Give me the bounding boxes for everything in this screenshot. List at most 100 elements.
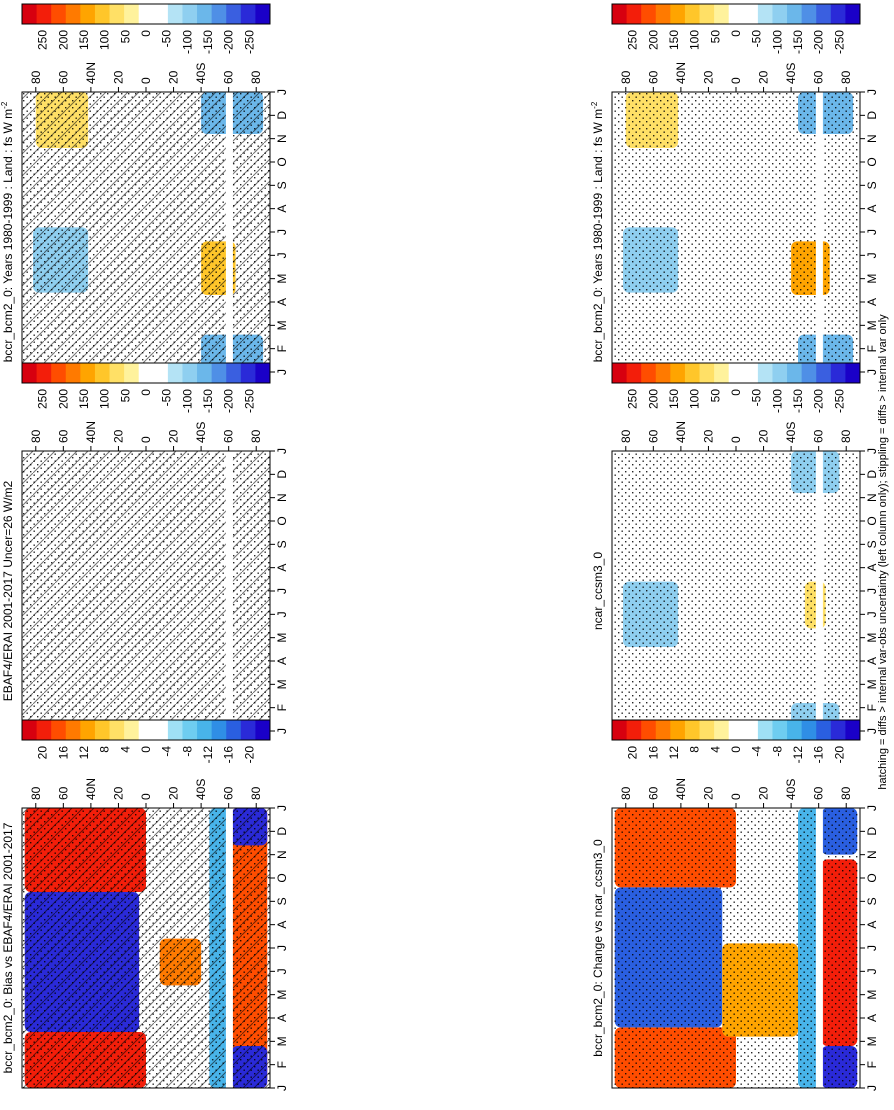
missing-band [815,92,823,372]
month-label: M [865,990,879,1000]
month-label: J [275,588,289,594]
colorbar-swatch [670,363,686,383]
colorbar-swatch [626,4,642,24]
lat-label: 80 [29,429,43,443]
colorbar-tick-label: 0 [729,30,743,37]
month-label: M [275,274,289,284]
colorbar-frame [21,719,271,741]
colorbar-swatch [714,4,730,24]
month-label: M [275,679,289,689]
lat-label: 20 [111,786,125,800]
colorbar-tick-label: -250 [242,30,256,54]
lat-label: 40S [194,63,208,84]
colorbar-tick-label: -150 [791,389,805,413]
colorbar-tick-label: -16 [812,746,826,764]
colorbar-swatch [845,720,861,740]
month-label: D [865,827,879,836]
month-label: S [275,181,289,189]
colorbar-swatch [94,4,111,24]
colorbar-swatch [728,720,744,740]
lat-label: 40N [674,778,688,800]
month-label: F [865,704,879,711]
colorbar-tick-label: 4 [118,746,132,753]
colorbar-tick-label: -200 [222,389,236,413]
colorbar-tick-label: -100 [770,389,784,413]
month-label: A [275,298,289,306]
month-label: J [275,805,289,811]
colorbar-swatch [80,4,96,24]
lat-label: 40N [84,62,98,84]
colorbar-tick-label: 100 [98,30,112,50]
colorbar-tick-label: 200 [56,389,70,409]
colorbar-tick-label: 150 [77,389,91,409]
month-label: J [275,369,289,375]
colorbar-tick-label: 16 [56,746,70,760]
colorbar-swatch [94,363,111,383]
colorbar-frame [611,3,861,25]
month-label: J [865,1085,879,1091]
month-label: J [275,728,289,734]
colorbar-tick-label: 100 [688,389,702,409]
month-label: M [275,633,289,643]
lat-label: 80 [619,70,633,84]
lat-label: 60 [56,429,70,443]
month-label: F [275,704,289,711]
month-label: J [865,229,879,235]
colorbar-swatch [22,4,38,24]
lat-label: 0 [729,793,743,800]
colorbar-swatch [138,720,154,740]
lat-label: 80 [29,786,43,800]
month-label: M [865,320,879,330]
colorbar-swatch [816,720,832,740]
month-label: D [865,470,879,479]
colorbar-tick-label: -8 [180,746,194,757]
colorbar-swatch [845,4,861,24]
colorbar-swatch [670,720,686,740]
colorbar-tick-label: 16 [646,746,660,760]
colorbar-tick-label: -12 [201,746,215,764]
colorbar-swatch [36,720,52,740]
colorbar-swatch [167,4,183,24]
month-label: M [865,633,879,643]
month-label: J [275,1085,289,1091]
lat-label: 60 [56,70,70,84]
colorbar-swatch [612,4,628,24]
colorbar-frame [21,362,271,384]
missing-band [225,808,233,1088]
colorbar-swatch [182,720,198,740]
month-label: M [275,990,289,1000]
colorbar-tick-label: 250 [626,30,640,50]
lat-label: 80 [839,786,853,800]
colorbar-swatch [167,720,183,740]
colorbar-swatch [255,720,271,740]
month-label: A [865,657,879,665]
month-label: J [275,252,289,258]
colorbar-swatch [153,4,169,24]
month-label: J [865,805,879,811]
colorbar-tick-label: 150 [77,30,91,50]
colorbar-swatch [801,720,817,740]
month-label: J [275,229,289,235]
lat-label: 60 [812,70,826,84]
month-label: N [865,134,879,143]
month-label: J [275,89,289,95]
colorbar-tick-label: -16 [222,746,236,764]
colorbar-tick-label: 8 [688,746,702,753]
colorbar-swatch [655,4,671,24]
month-label: N [275,493,289,502]
month-label: J [865,968,879,974]
colorbar-swatch [714,363,730,383]
month-label: J [275,611,289,617]
lat-label: 20 [167,70,181,84]
month-label: S [275,897,289,905]
colorbar-swatch [757,720,773,740]
colorbar-tick-label: -20 [242,746,256,764]
lat-label: 80 [249,786,263,800]
colorbar-swatch [182,363,198,383]
lat-label: 40S [194,779,208,800]
colorbar-swatch [182,4,198,24]
colorbar-swatch [138,363,154,383]
